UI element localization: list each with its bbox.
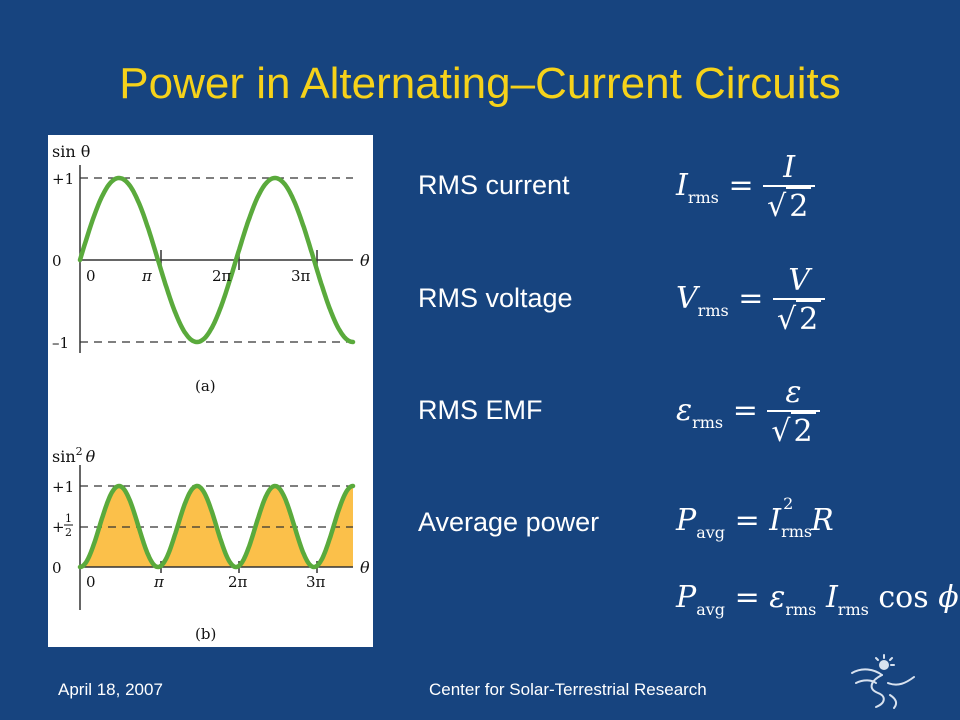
eq-p2-i: I [825, 580, 838, 615]
eq-emf-sqrt: √ 2 [771, 412, 816, 449]
eq-voltage-sub: rms [697, 301, 729, 320]
eq-emf-sub: rms [692, 413, 724, 432]
eq-emf-frac: ε √ 2 [767, 375, 820, 449]
equation-rms-voltage: Vrms = V √ 2 [676, 263, 826, 337]
xlabel-a: θ [360, 251, 370, 270]
eq-voltage-sqrt: √ 2 [777, 300, 822, 337]
caption-a: (a) [195, 377, 216, 395]
eq-voltage-lhs: V [676, 281, 698, 316]
eq-p1-scripts: 2 rms [781, 494, 812, 541]
eq-current-frac: I √ 2 [763, 150, 816, 224]
eq-p1-sub: rms [781, 522, 813, 541]
label-rms-current: RMS current [418, 170, 570, 200]
equation-rms-current: Irms = I √ 2 [676, 150, 816, 224]
eq-voltage-equals: = [738, 281, 764, 316]
eq-voltage-frac: V √ 2 [772, 263, 826, 337]
eq-p1-equals: = [734, 503, 760, 538]
eq-p1-sup: 2 [783, 494, 794, 513]
eq-p1-r: R [811, 503, 834, 538]
sine-plots: sin θ +1 0 –1 0 π 2π 3π θ (a) sin2 θ +1 +… [52, 142, 370, 643]
eq-current-sub: rms [687, 188, 719, 207]
eq-p1-lhs: P [676, 503, 697, 538]
eq-voltage-num: V [788, 263, 810, 298]
eq-p2-cos: cos [878, 580, 929, 615]
label-rms-voltage: RMS voltage [418, 283, 573, 313]
ylabel-b: sin2 θ [52, 445, 96, 466]
eq-current-lhs: I [676, 168, 688, 203]
ytick-minus1-a: –1 [52, 334, 69, 352]
eq-current-equals: = [728, 168, 754, 203]
label-average-power: Average power [418, 507, 600, 537]
eq-p2-e: ε [769, 580, 786, 615]
xtick-0-a: 0 [86, 267, 96, 285]
eq-p2-phi: ϕ [938, 580, 959, 615]
ytick-plus1-a: +1 [52, 170, 74, 188]
ylabel-a: sin θ [52, 142, 90, 161]
label-rms-emf: RMS EMF [418, 395, 543, 425]
eq-current-sqrt: √ 2 [767, 187, 812, 224]
eq-p2-lhs: P [676, 580, 697, 615]
eq-emf-den: √ 2 [767, 410, 820, 449]
eq-emf-rad: 2 [790, 412, 816, 449]
xtick-pi-a: π [141, 267, 153, 285]
eq-voltage-rad: 2 [796, 300, 822, 337]
equation-rms-emf: εrms = ε √ 2 [676, 375, 820, 449]
ytick-half-plus-b: + [52, 518, 65, 536]
eq-emf-equals: = [732, 393, 758, 428]
xtick-2pi-b: 2π [228, 573, 248, 591]
xtick-3pi-a: 3π [291, 267, 311, 285]
ytick-plus1-b: +1 [52, 478, 74, 496]
eq-p2-e-sub: rms [785, 600, 817, 619]
footer-date: April 18, 2007 [58, 680, 163, 699]
eq-emf-num: ε [785, 375, 802, 410]
ytick-half-num-b: 1 [65, 512, 72, 525]
eq-voltage-den: √ 2 [772, 298, 826, 337]
eq-p1-i: I [769, 503, 782, 538]
eq-current-num: I [783, 150, 796, 185]
xtick-2pi-a: 2π [212, 267, 232, 285]
sine-squared-curve [77, 483, 356, 570]
ytick-zero-a: 0 [52, 252, 62, 270]
footer-organization: Center for Solar-Terrestrial Research [429, 680, 707, 699]
eq-p2-lhs-sub: avg [696, 600, 726, 619]
eq-emf-lhs: ε [676, 393, 693, 428]
panel-b: sin2 θ +1 + 1 2 0 0 π 2π 3π θ (b) [52, 445, 370, 643]
xtick-3pi-b: 3π [306, 573, 326, 591]
sine-figure: sin θ +1 0 –1 0 π 2π 3π θ (a) sin2 θ +1 +… [48, 135, 373, 647]
ytick-half-den-b: 2 [65, 526, 72, 539]
panel-a: sin θ +1 0 –1 0 π 2π 3π θ (a) [52, 142, 370, 395]
xtick-pi-b: π [153, 573, 165, 591]
equation-average-power: Pavg = I 2 rms R [676, 494, 834, 542]
caption-b: (b) [195, 625, 216, 643]
eq-current-den: √ 2 [763, 185, 816, 224]
equation-average-power-phase: Pavg = εrms Irms cos ϕ [676, 580, 959, 619]
xtick-0-b: 0 [86, 573, 96, 591]
eq-p1-lhs-sub: avg [696, 523, 726, 542]
eq-current-rad: 2 [786, 187, 812, 224]
sine-curve [77, 175, 356, 345]
slide-title: Power in Alternating–Current Circuits [119, 59, 841, 108]
eq-p2-i-sub: rms [837, 600, 869, 619]
cstr-logo-icon [851, 654, 915, 709]
eq-p2-equals: = [734, 580, 760, 615]
xlabel-b: θ [360, 558, 370, 577]
ytick-zero-b: 0 [52, 559, 62, 577]
